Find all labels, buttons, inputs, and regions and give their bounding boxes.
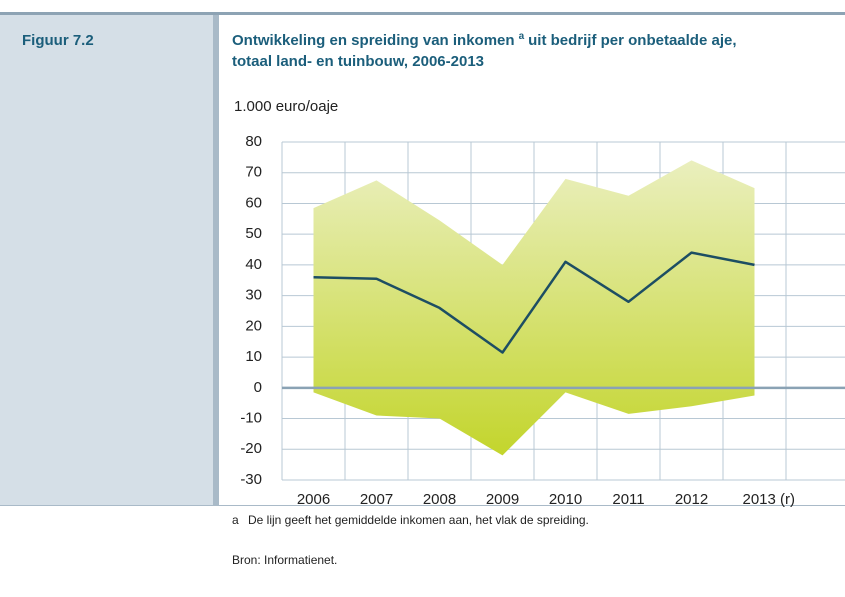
y-tick-label: -10 — [240, 410, 262, 427]
side-panel — [0, 14, 213, 506]
figure-label: Figuur 7.2 — [22, 32, 94, 49]
x-tick-label: 2013 (r) — [743, 491, 796, 508]
plot: -30 -20 -10 0 10 20 30 40 50 60 70 80 2006 2007 2008 20… — [240, 133, 845, 508]
x-tick-label: 2007 — [360, 491, 393, 508]
chart-title-line2: totaal land- en tuinbouw, 2006-2013 — [232, 53, 484, 70]
x-tick-label: 2012 — [675, 491, 708, 508]
chart-title: Ontwikkeling en spreiding van inkomen a ui… — [232, 31, 737, 49]
x-tick-label: 2010 — [549, 491, 582, 508]
top-rule — [0, 12, 845, 15]
title-part: uit bedrijf per onbetaalde aje, — [528, 32, 736, 49]
y-tick-label: -30 — [240, 471, 262, 488]
mean-line — [313, 251, 755, 354]
y-tick-label: 40 — [245, 256, 262, 273]
bottom-rule — [0, 505, 845, 506]
footnote-marker: a — [232, 513, 239, 527]
title-superscript: a — [519, 31, 525, 42]
x-tick-label: 2008 — [423, 491, 456, 508]
x-tick-label: 2009 — [486, 491, 519, 508]
y-tick-label: 70 — [245, 164, 262, 181]
y-tick-label: 0 — [254, 379, 262, 396]
y-tick-label: -20 — [240, 440, 262, 457]
y-tick-label: 50 — [245, 225, 262, 242]
x-tick-label: 2006 — [297, 491, 330, 508]
y-tick-label: 60 — [245, 194, 262, 211]
source: Bron: Informatienet. — [232, 553, 337, 567]
y-tick-label: 10 — [245, 348, 262, 365]
x-tick-label: 2011 — [612, 491, 644, 508]
title-part: Ontwikkeling en spreiding van inkomen — [232, 32, 515, 49]
y-tick-label: 30 — [245, 287, 262, 304]
y-axis-label: 1.000 euro/oaje — [234, 98, 338, 115]
y-tick-label: 20 — [245, 317, 262, 334]
y-tick-label: 80 — [245, 133, 262, 150]
footnote: De lijn geeft het gemiddelde inkomen aan… — [248, 513, 589, 527]
side-stripe — [213, 14, 219, 506]
